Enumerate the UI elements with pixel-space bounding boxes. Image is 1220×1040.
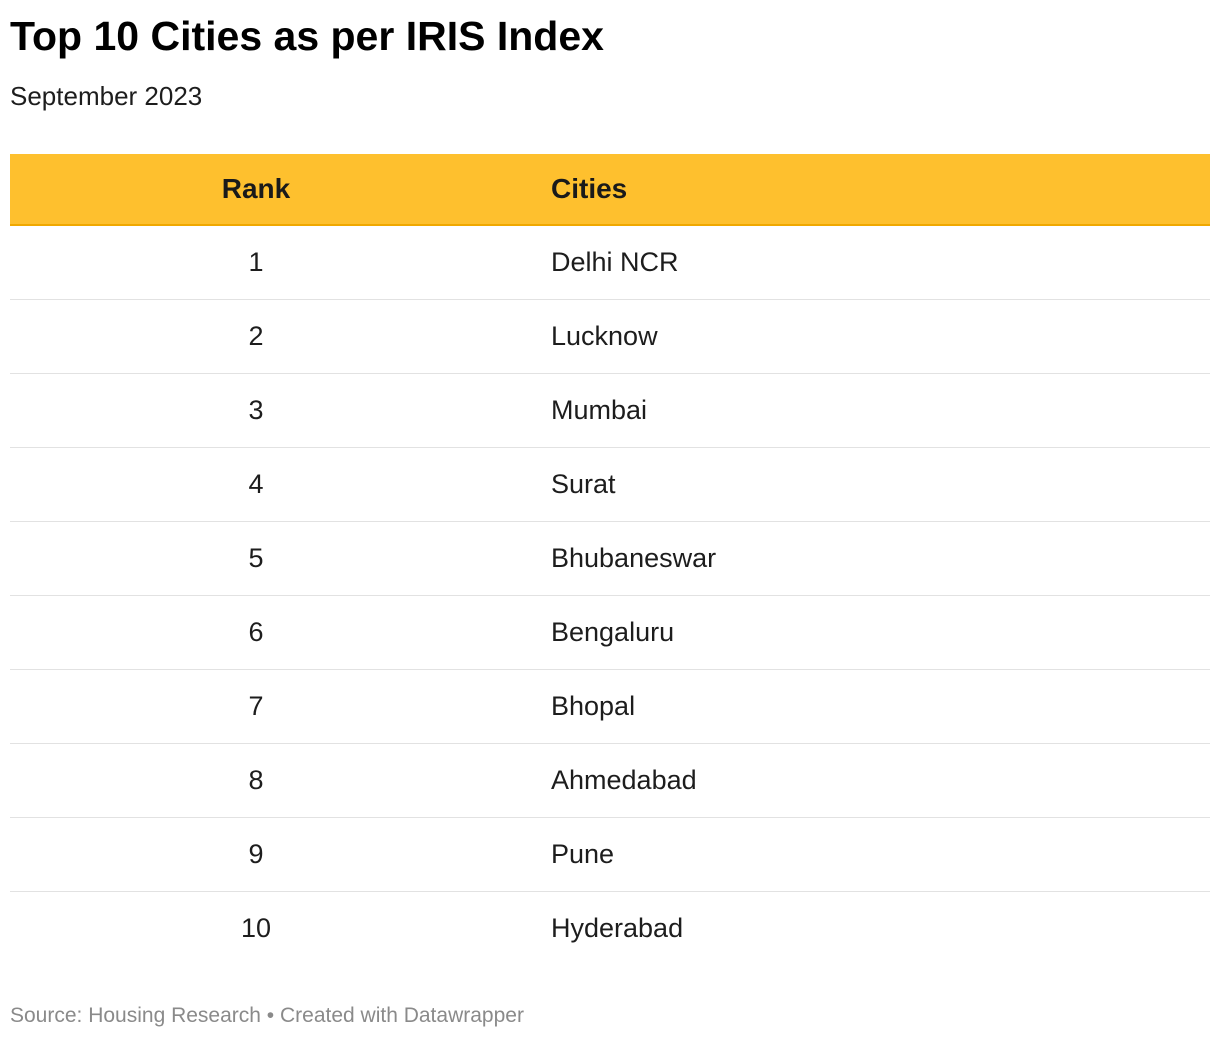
table-row: 1 Delhi NCR	[10, 225, 1210, 300]
source-footer: Source: Housing Research • Created with …	[10, 1004, 524, 1027]
rank-cell: 10	[240, 913, 272, 943]
rank-cell: 4	[10, 447, 502, 522]
table-row: 7 Bhopal	[10, 669, 1210, 744]
city-cell: Pune	[502, 817, 1210, 892]
table-row: 5 Bhubaneswar	[10, 521, 1210, 596]
table-header: Rank Cities	[10, 154, 1210, 226]
table-row: 8 Ahmedabad	[10, 743, 1210, 818]
rank-cell: 8	[10, 743, 502, 818]
table-row: 3 Mumbai	[10, 373, 1210, 448]
rank-cell: 2	[10, 299, 502, 374]
rank-cell: 1	[10, 225, 502, 300]
city-cell: Surat	[502, 447, 1210, 522]
cities-table: Rank Cities 1 Delhi NCR 2 Lucknow 3 Mumbai 4 Su…	[10, 154, 1210, 965]
chart-subtitle: September 2023	[10, 81, 203, 111]
rank-cell: 5	[10, 521, 502, 596]
city-cell: Mumbai	[502, 373, 1210, 448]
rank-cell: 3	[10, 373, 502, 448]
city-cell: Hyderabad	[551, 913, 684, 943]
table-row: 9 Pune	[10, 817, 1210, 892]
city-cell: Lucknow	[502, 299, 1210, 374]
column-header-rank[interactable]: Rank	[10, 154, 502, 226]
rank-cell: 7	[10, 669, 502, 744]
table-row: 2 Lucknow	[10, 299, 1210, 374]
city-cell: Delhi NCR	[502, 225, 1210, 300]
city-cell: Bhubaneswar	[502, 521, 1210, 596]
chart-title: Top 10 Cities as per IRIS Index	[10, 13, 604, 59]
city-cell: Ahmedabad	[502, 743, 1210, 818]
table-row: 6 Bengaluru	[10, 595, 1210, 670]
rank-cell: 6	[10, 595, 502, 670]
column-header-cities[interactable]: Cities	[502, 154, 1210, 226]
header-row: Rank Cities	[10, 154, 1210, 226]
city-cell: Bengaluru	[502, 595, 1210, 670]
table-row: 4 Surat	[10, 447, 1210, 522]
table-body: 1 Delhi NCR 2 Lucknow 3 Mumbai 4 Surat 5 Bhubanes…	[10, 225, 1210, 965]
table-row: 10 Hyderabad	[10, 892, 1210, 966]
rank-cell: 9	[10, 817, 502, 892]
city-cell: Bhopal	[502, 669, 1210, 744]
